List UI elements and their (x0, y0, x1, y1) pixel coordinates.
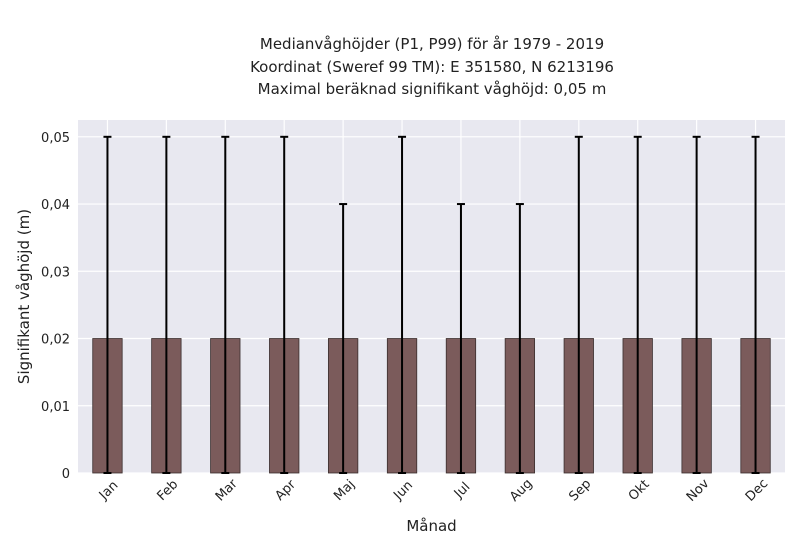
x-tick-label: Nov (684, 476, 713, 505)
chart-title-line-2: Koordinat (Sweref 99 TM): E 351580, N 62… (250, 58, 614, 76)
x-tick-label: Dec (743, 476, 771, 504)
y-tick-label: 0,03 (41, 265, 70, 280)
x-tick-label: Jan (96, 478, 121, 503)
x-tick-label: Mar (213, 476, 241, 504)
x-tick-label: Apr (272, 477, 299, 504)
y-axis-label: Signifikant våghöjd (m) (15, 209, 33, 384)
y-tick-label: 0 (62, 467, 70, 482)
y-tick-label: 0,01 (41, 400, 70, 415)
x-tick-label: Aug (507, 476, 536, 505)
x-axis-label: Månad (406, 517, 456, 535)
x-tick-label: Sep (566, 477, 594, 505)
chart-title-line-3: Maximal beräknad signifikant våghöjd: 0,… (257, 80, 607, 98)
x-tick-label: Jun (390, 478, 416, 504)
plot-area (78, 120, 785, 473)
x-tick-label: Maj (331, 477, 358, 504)
y-tick-label: 0,05 (41, 131, 70, 146)
x-tick-label: Okt (626, 477, 653, 504)
x-tick-label: Jul (451, 480, 473, 502)
chart-title-line-1: Medianvåghöjder (P1, P99) för år 1979 - … (259, 35, 605, 53)
y-tick-label: 0,04 (41, 198, 70, 213)
y-tick-label: 0,02 (41, 333, 70, 348)
x-tick-label: Feb (154, 477, 181, 504)
